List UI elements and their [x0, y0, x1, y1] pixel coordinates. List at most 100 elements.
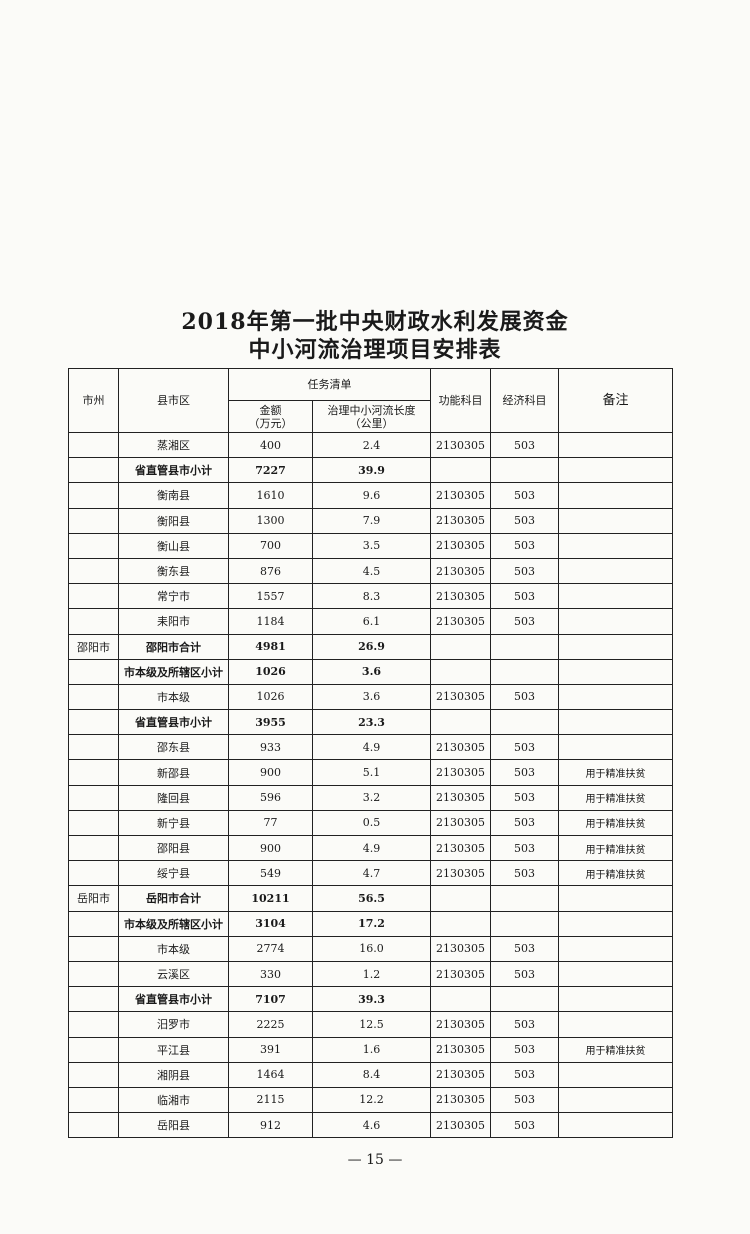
table-row: 邵东县 933 4.9 2130305 503 [68, 734, 673, 761]
note-cell: 用于精准扶贫 [558, 1036, 673, 1063]
county-cell: 平江县 [118, 1036, 229, 1063]
econ-cell: 503 [490, 860, 559, 887]
length-cell: 23.3 [312, 709, 431, 736]
econ-cell [490, 885, 559, 912]
amount-cell: 1026 [228, 683, 313, 711]
table-row: 湘阴县 1464 8.4 2130305 503 [68, 1061, 673, 1088]
note-cell: 用于精准扶贫 [558, 860, 673, 887]
econ-cell [490, 658, 559, 685]
table-row: 省直管县市小计 7107 39.3 [68, 986, 673, 1013]
note-cell [558, 709, 673, 736]
county-cell: 省直管县市小计 [118, 709, 229, 736]
length-cell: 8.4 [312, 1061, 431, 1088]
county-cell: 衡东县 [118, 557, 229, 585]
amount-cell: 2774 [228, 935, 313, 962]
amount-cell: 3104 [228, 910, 313, 937]
func-cell: 2130305 [430, 683, 491, 711]
func-cell: 2130305 [430, 608, 491, 635]
county-cell: 邵东县 [118, 734, 229, 761]
header-cell: 功能科目 [430, 368, 491, 433]
city-cell [68, 658, 119, 685]
amount-cell: 4981 [228, 633, 313, 660]
table-body: 蒸湘区 400 2.4 2130305 503 省直管县市小计 7227 39.9 衡南县 161… [68, 431, 673, 1139]
length-cell: 1.2 [312, 960, 431, 988]
func-cell: 2130305 [430, 1036, 491, 1063]
note-cell [558, 532, 673, 559]
amount-cell: 2225 [228, 1011, 313, 1038]
amount-cell: 876 [228, 557, 313, 585]
length-cell: 5.1 [312, 759, 431, 786]
table-row: 蒸湘区 400 2.4 2130305 503 [68, 431, 673, 459]
econ-cell [490, 709, 559, 736]
func-cell: 2130305 [430, 784, 491, 811]
econ-cell: 503 [490, 431, 559, 459]
amount-cell: 1184 [228, 608, 313, 635]
econ-cell: 503 [490, 759, 559, 786]
econ-cell [490, 910, 559, 937]
func-cell: 2130305 [430, 960, 491, 988]
econ-cell: 503 [490, 683, 559, 711]
city-cell [68, 608, 119, 635]
note-cell: 用于精准扶贫 [558, 784, 673, 811]
header-cell: 市州 [68, 368, 119, 433]
length-cell: 4.9 [312, 734, 431, 761]
length-cell: 39.9 [312, 457, 431, 484]
table-row: 省直管县市小计 3955 23.3 [68, 709, 673, 736]
city-cell [68, 860, 119, 887]
func-cell [430, 709, 491, 736]
length-cell: 12.2 [312, 1086, 431, 1114]
note-cell [558, 683, 673, 711]
func-cell: 2130305 [430, 1086, 491, 1114]
func-cell: 2130305 [430, 734, 491, 761]
note-cell: 用于精准扶贫 [558, 809, 673, 837]
func-cell: 2130305 [430, 482, 491, 509]
econ-cell: 503 [490, 1086, 559, 1114]
amount-cell: 77 [228, 809, 313, 837]
econ-cell: 503 [490, 734, 559, 761]
city-cell [68, 583, 119, 610]
amount-cell: 391 [228, 1036, 313, 1063]
func-cell [430, 633, 491, 660]
length-cell: 12.5 [312, 1011, 431, 1038]
econ-cell: 503 [490, 1011, 559, 1038]
note-cell [558, 608, 673, 635]
table-row: 衡东县 876 4.5 2130305 503 [68, 557, 673, 585]
length-cell: 1.6 [312, 1036, 431, 1063]
table-row: 衡南县 1610 9.6 2130305 503 [68, 482, 673, 509]
table-row: 耒阳市 1184 6.1 2130305 503 [68, 608, 673, 635]
econ-cell: 503 [490, 608, 559, 635]
amount-cell: 2115 [228, 1086, 313, 1114]
length-cell: 9.6 [312, 482, 431, 509]
table-row: 隆回县 596 3.2 2130305 503 用于精准扶贫 [68, 784, 673, 811]
econ-cell: 503 [490, 809, 559, 837]
county-cell: 省直管县市小计 [118, 457, 229, 484]
city-cell [68, 457, 119, 484]
county-cell: 市本级 [118, 683, 229, 711]
amount-cell: 400 [228, 431, 313, 459]
header-cell: 县市区 [118, 368, 229, 433]
county-cell: 衡阳县 [118, 507, 229, 534]
note-cell [558, 633, 673, 660]
header-cell: 金额 （万元） [228, 400, 313, 433]
amount-cell: 912 [228, 1112, 313, 1139]
length-cell: 2.4 [312, 431, 431, 459]
econ-cell: 503 [490, 1036, 559, 1063]
county-cell: 市本级及所辖区小计 [118, 658, 229, 685]
city-cell [68, 1112, 119, 1139]
note-cell [558, 457, 673, 484]
table-row: 邵阳县 900 4.9 2130305 503 用于精准扶贫 [68, 834, 673, 862]
econ-cell [490, 633, 559, 660]
econ-cell: 503 [490, 834, 559, 862]
amount-cell: 1026 [228, 658, 313, 685]
county-cell: 岳阳县 [118, 1112, 229, 1139]
table-row: 绥宁县 549 4.7 2130305 503 用于精准扶贫 [68, 860, 673, 887]
length-cell: 7.9 [312, 507, 431, 534]
county-cell: 新邵县 [118, 759, 229, 786]
county-cell: 市本级及所辖区小计 [118, 910, 229, 937]
note-cell [558, 885, 673, 912]
table-row: 衡阳县 1300 7.9 2130305 503 [68, 507, 673, 534]
length-cell: 3.6 [312, 683, 431, 711]
city-cell [68, 1061, 119, 1088]
table-row: 新邵县 900 5.1 2130305 503 用于精准扶贫 [68, 759, 673, 786]
func-cell: 2130305 [430, 1011, 491, 1038]
